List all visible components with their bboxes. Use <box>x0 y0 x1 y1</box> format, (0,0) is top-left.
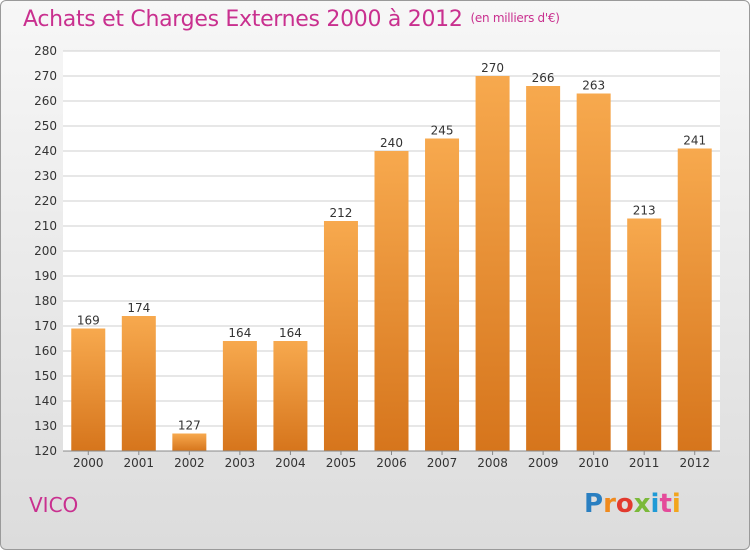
bars <box>71 76 712 451</box>
data-label: 241 <box>683 134 706 148</box>
data-label: 212 <box>330 206 353 220</box>
data-label: 164 <box>279 326 302 340</box>
logo-letter: o <box>615 489 634 519</box>
y-tick-label: 260 <box>34 94 57 108</box>
bar-2007 <box>425 138 460 451</box>
chart-title-text: Achats et Charges Externes 2000 à 2012 <box>23 7 463 32</box>
data-label: 240 <box>380 136 403 150</box>
x-tick-label: 2002 <box>174 456 205 470</box>
y-tick-label: 250 <box>34 119 57 133</box>
bar-2008 <box>475 76 510 451</box>
data-label: 164 <box>228 326 251 340</box>
bar-2001 <box>121 316 156 451</box>
logo-letter: t <box>659 489 672 519</box>
data-labels: 169 174 127 164 164 212 240 245 270 266 263 213 241 <box>77 61 706 433</box>
y-tick-label: 240 <box>34 144 57 158</box>
data-label: 174 <box>127 301 150 315</box>
x-tick-label: 2006 <box>376 456 407 470</box>
x-tick-label: 2005 <box>326 456 357 470</box>
bar-2000 <box>71 328 106 451</box>
x-tick-label: 2003 <box>225 456 256 470</box>
data-label: 213 <box>633 204 656 218</box>
y-tick-label: 170 <box>34 319 57 333</box>
x-tick-label: 2000 <box>73 456 104 470</box>
logo-letter: P <box>584 489 604 519</box>
bar-2005 <box>323 221 358 451</box>
bar-2003 <box>222 341 257 451</box>
data-label: 270 <box>481 61 504 75</box>
bar-2011 <box>627 218 662 451</box>
y-tick-label: 270 <box>34 69 57 83</box>
chart-unit: (en milliers d'€) <box>470 11 560 25</box>
y-tick-label: 220 <box>34 194 57 208</box>
place-name: VICO <box>29 493 79 517</box>
chart-title: Achats et Charges Externes 2000 à 2012 (e… <box>23 7 560 32</box>
y-tick-label: 230 <box>34 169 57 183</box>
data-label: 169 <box>77 314 100 328</box>
bar-2010 <box>576 93 611 451</box>
data-label: 127 <box>178 419 201 433</box>
y-tick-label: 280 <box>34 44 57 58</box>
x-tick-label: 2004 <box>275 456 306 470</box>
y-tick-label: 210 <box>34 219 57 233</box>
y-tick-label: 190 <box>34 269 57 283</box>
bar-2002 <box>172 433 207 451</box>
x-tick-label: 2012 <box>679 456 710 470</box>
y-tick-label: 150 <box>34 369 57 383</box>
bar-2004 <box>273 341 308 451</box>
logo-letter: r <box>603 489 616 519</box>
x-tick-label: 2007 <box>427 456 458 470</box>
logo-letter: i <box>671 489 681 519</box>
data-label: 263 <box>582 79 605 93</box>
logo-letter: x <box>633 489 651 519</box>
y-tick-label: 120 <box>34 444 57 458</box>
y-tick-label: 200 <box>34 244 57 258</box>
proxiti-logo: Proxiti <box>584 489 681 519</box>
logo-letter: i <box>650 489 660 519</box>
x-tick-label: 2008 <box>477 456 508 470</box>
x-tick-label: 2010 <box>578 456 609 470</box>
x-tick-label: 2001 <box>124 456 155 470</box>
x-tick-label: 2009 <box>528 456 559 470</box>
data-label: 245 <box>431 124 454 138</box>
y-tick-label: 180 <box>34 294 57 308</box>
y-tick-label: 130 <box>34 419 57 433</box>
y-tick-label: 160 <box>34 344 57 358</box>
bar-2006 <box>374 151 409 451</box>
x-tick-label: 2011 <box>629 456 660 470</box>
data-label: 266 <box>532 71 555 85</box>
bar-2009 <box>526 86 561 451</box>
y-axis-ticks: 120 130 140 150 160 170 180 190 200 210 220 230 240 2… <box>34 44 57 458</box>
bar-2012 <box>677 148 712 451</box>
y-tick-label: 140 <box>34 394 57 408</box>
x-axis-ticks: 2000 2001 2002 2003 2004 2005 2006 2007 2008 2009… <box>73 451 710 470</box>
